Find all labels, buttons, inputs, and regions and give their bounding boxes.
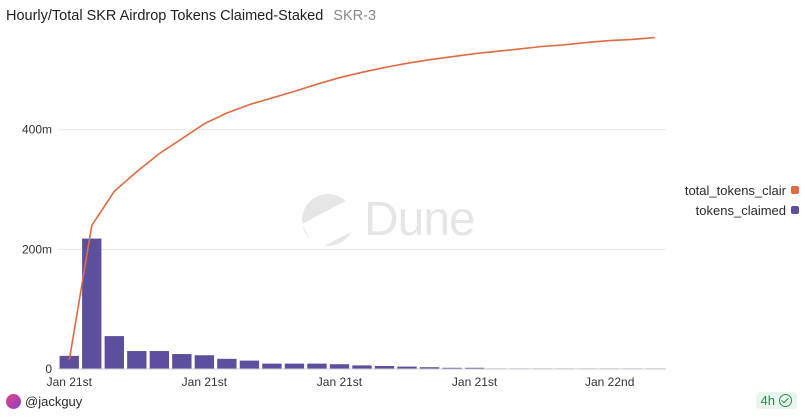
chart-legend: total_tokens_clair tokens_claimed <box>685 180 799 220</box>
bar <box>397 366 417 369</box>
x-tick-label: Jan 21st <box>182 375 228 389</box>
check-circle-icon <box>779 394 792 407</box>
bar <box>284 363 305 369</box>
refresh-status-badge[interactable]: 4h <box>755 392 797 409</box>
legend-label: tokens_claimed <box>695 202 786 218</box>
chart-title: Hourly/Total SKR Airdrop Tokens Claimed-… <box>6 8 324 24</box>
legend-label: total_tokens_clair <box>684 182 786 198</box>
bar <box>194 355 215 369</box>
bar <box>217 358 237 369</box>
bar <box>59 355 79 369</box>
watermark-text: Dune <box>364 193 476 246</box>
series-line <box>68 36 655 361</box>
y-tick-label: 0 <box>45 362 52 376</box>
bar <box>307 363 327 369</box>
bar <box>149 351 170 369</box>
chart-header: Hourly/Total SKR Airdrop Tokens Claimed-… <box>6 8 376 24</box>
x-tick-label: Jan 21st <box>317 375 363 389</box>
bar <box>352 365 372 369</box>
bar <box>239 360 260 369</box>
bar <box>262 363 282 369</box>
y-tick-label: 200m <box>22 242 52 256</box>
dune-watermark: Dune <box>302 192 476 247</box>
legend-item-tokens-claimed[interactable]: tokens_claimed <box>685 200 799 220</box>
user-avatar-icon <box>6 394 21 409</box>
bar <box>464 367 485 369</box>
bar <box>172 354 192 369</box>
bar <box>82 238 102 369</box>
legend-swatch-bar <box>791 206 799 214</box>
x-tick-label: Jan 21st <box>452 375 498 389</box>
legend-swatch-line <box>791 186 799 194</box>
bar <box>374 366 395 369</box>
y-tick-label: 400m <box>22 123 52 137</box>
bar <box>104 336 124 369</box>
dune-logo-icon <box>302 193 354 246</box>
bar <box>442 367 462 369</box>
x-tick-label: Jan 22nd <box>585 375 634 389</box>
x-tick-label: Jan 21st <box>47 375 93 389</box>
chart-subtitle: SKR-3 <box>333 8 377 24</box>
bar <box>329 364 350 369</box>
author-handle: @jackguy <box>25 394 83 409</box>
bar <box>127 351 147 369</box>
bar <box>419 367 440 369</box>
author-link[interactable]: @jackguy <box>6 394 82 409</box>
refresh-age: 4h <box>760 393 775 408</box>
legend-item-total-tokens[interactable]: total_tokens_clair <box>685 180 799 200</box>
